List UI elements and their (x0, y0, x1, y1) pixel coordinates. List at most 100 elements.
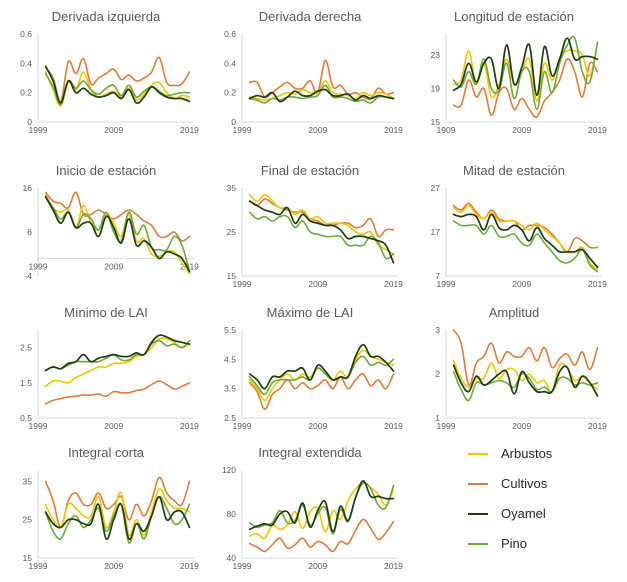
chart-svg: 40 80 120 1999 2009 2019 (222, 465, 403, 571)
y-tick-label: 15 (431, 117, 441, 127)
series-line-oyamel (44, 195, 191, 273)
chart-title: Máximo de LAI (266, 305, 354, 320)
x-tick-label: 1999 (29, 421, 48, 431)
x-tick-label: 2009 (104, 125, 123, 135)
x-tick-label: 1909 (437, 125, 456, 135)
legend-swatch-icon (468, 543, 488, 545)
chart-svg: 15 19 23 1909 2009 2019 (431, 34, 607, 135)
series-line-arbustos (44, 71, 191, 107)
x-tick-label: 2009 (308, 421, 327, 431)
chart-svg: 7 17 27 1999 2009 2019 (431, 183, 608, 289)
x-tick-label: 2009 (104, 421, 123, 431)
series-line-oyamel (248, 343, 395, 390)
y-tick-label: 6 (27, 227, 32, 237)
y-tick-label: 7 (435, 271, 440, 281)
chart-svg: 2.5 3.5 4.5 5.5 1999 2009 2019 (224, 325, 403, 431)
series-line-cultivos (44, 56, 191, 103)
series-line-oyamel (44, 334, 191, 372)
series-line-arbustos (44, 488, 191, 537)
y-tick-label: 40 (227, 553, 237, 563)
series-line-oyamel (44, 65, 191, 105)
y-tick-label: 0.6 (20, 29, 32, 39)
legend-item-cultivos: Cultivos (468, 474, 618, 504)
chart-panel: Integral extendida 40 80 120 1999 2009 2019 (210, 440, 410, 582)
y-tick-label: 15 (227, 271, 237, 281)
x-tick-label: 2009 (308, 125, 327, 135)
y-tick-label: 1.5 (20, 378, 32, 388)
x-tick-label: 1999 (437, 421, 456, 431)
series-line-arbustos (248, 193, 395, 255)
series-line-oyamel (452, 37, 599, 97)
chart-svg: 1 2 3 1999 2009 2019 (435, 325, 607, 431)
y-tick-label: 15 (23, 553, 33, 563)
y-tick-label: 0.2 (20, 88, 32, 98)
y-tick-label: 23 (431, 50, 441, 60)
series-line-pino (44, 339, 191, 372)
chart-panel: Amplitud 1 2 3 1999 2009 2019 (414, 300, 614, 442)
series-line-pino (248, 211, 395, 260)
x-tick-label: 1999 (233, 561, 252, 571)
chart-title: Inicio de estación (55, 163, 157, 178)
series-line-oyamel (248, 480, 395, 533)
legend-item-pino: Pino (468, 534, 618, 564)
chart-title: Longitud de estación (454, 9, 574, 24)
legend-label: Arbustos (501, 446, 553, 461)
series-line-cultivos (44, 191, 191, 242)
chart-panel: Mitad de estación 7 17 27 1999 2009 2019 (414, 158, 614, 300)
x-tick-label: 2009 (104, 261, 123, 271)
chart-svg: 15 25 35 1999 2009 2019 (23, 470, 199, 571)
x-tick-label: 2019 (588, 279, 607, 289)
y-tick-label: 25 (227, 227, 237, 237)
y-tick-label: 4.5 (224, 354, 236, 364)
chart-panel: Derivada derecha 0 0.2 0.4 0.6 1999 2009 2019 (210, 4, 410, 146)
chart-panel: Final de estación 15 25 35 1999 2009 2019 (210, 158, 410, 300)
legend-item-oyamel: Oyamel (468, 504, 618, 534)
y-tick-label: 120 (222, 465, 236, 475)
series-line-cultivos (452, 58, 599, 119)
x-tick-label: 2019 (384, 561, 403, 571)
x-tick-label: 2019 (384, 421, 403, 431)
x-tick-label: 1999 (233, 421, 252, 431)
y-tick-label: -4 (24, 271, 32, 281)
chart-svg: 0.5 1.5 2.5 1999 2009 2019 (20, 330, 199, 431)
series-line-pino (44, 72, 191, 106)
chart-title: Final de estación (260, 163, 360, 178)
chart-panel: Mínimo de LAI 0.5 1.5 2.5 1999 2009 2019 (6, 300, 206, 442)
x-tick-label: 2009 (308, 279, 327, 289)
legend-swatch-icon (468, 513, 488, 515)
y-tick-label: 0.2 (224, 88, 236, 98)
legend-item-arbustos: Arbustos (468, 444, 618, 474)
series-line-arbustos (44, 337, 191, 388)
x-tick-label: 1999 (29, 125, 48, 135)
y-tick-label: 2.5 (224, 413, 236, 423)
series-line-pino (452, 220, 599, 273)
x-tick-label: 2009 (512, 279, 531, 289)
x-tick-label: 2009 (512, 421, 531, 431)
x-tick-label: 2009 (308, 561, 327, 571)
y-tick-label: 0.4 (224, 58, 236, 68)
chart-svg: 15 25 35 1999 2009 2019 (227, 183, 404, 289)
chart-svg: -4 6 16 1999 2009 2019 (23, 183, 200, 281)
y-tick-label: 25 (23, 515, 33, 525)
series-line-cultivos (44, 380, 191, 405)
y-tick-label: 3.5 (224, 384, 236, 394)
y-tick-label: 17 (431, 227, 441, 237)
chart-title: Integral extendida (258, 445, 362, 460)
series-line-cultivos (248, 198, 395, 238)
x-tick-label: 1999 (233, 125, 252, 135)
x-tick-label: 2019 (180, 561, 199, 571)
y-tick-label: 0.4 (20, 58, 32, 68)
x-tick-label: 2019 (180, 421, 199, 431)
legend-label: Pino (501, 536, 528, 551)
chart-svg: 0 0.2 0.4 0.6 1999 2009 2019 (20, 29, 199, 135)
x-tick-label: 2019 (588, 125, 607, 135)
y-tick-label: 80 (227, 509, 237, 519)
x-tick-label: 2019 (588, 421, 607, 431)
y-tick-label: 35 (23, 476, 33, 486)
chart-title: Integral corta (68, 445, 144, 460)
y-tick-label: 1 (435, 413, 440, 423)
chart-panel: Inicio de estación -4 6 16 1999 2009 2019 (6, 158, 206, 300)
y-tick-label: 16 (23, 183, 33, 193)
x-tick-label: 2019 (384, 125, 403, 135)
x-tick-label: 2019 (384, 279, 403, 289)
